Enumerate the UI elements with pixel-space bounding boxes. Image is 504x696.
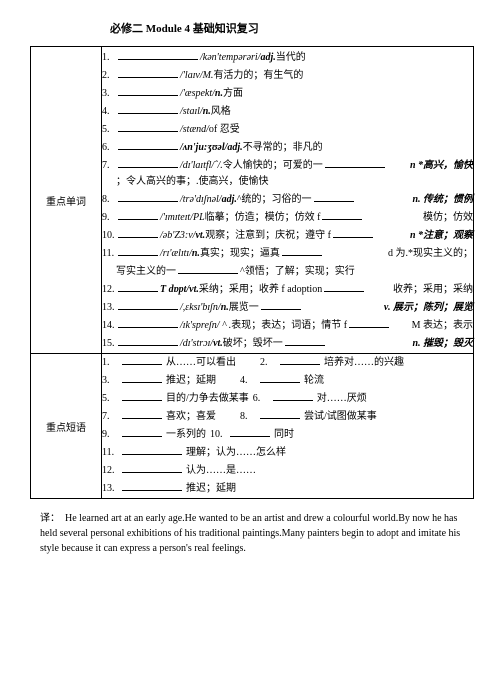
phrase-content: 1.从……可以看出 2.培养对……的兴趣 3.推迟；延期 4.轮流 5.目的/力… (102, 354, 474, 499)
vocab-content: 1./kən'tempərəri/ adj. 当代的 2./'laɪv/M.有活… (102, 47, 474, 354)
vocab-label: 重点单词 (31, 47, 102, 354)
translation-footer: 译： He learned art at an early age.He wan… (30, 511, 474, 556)
page-title: 必修二 Module 4 基础知识复习 (110, 20, 474, 36)
phrase-label: 重点短语 (31, 354, 102, 499)
main-table: 重点单词 1./kən'tempərəri/ adj. 当代的 2./'laɪv… (30, 46, 474, 499)
